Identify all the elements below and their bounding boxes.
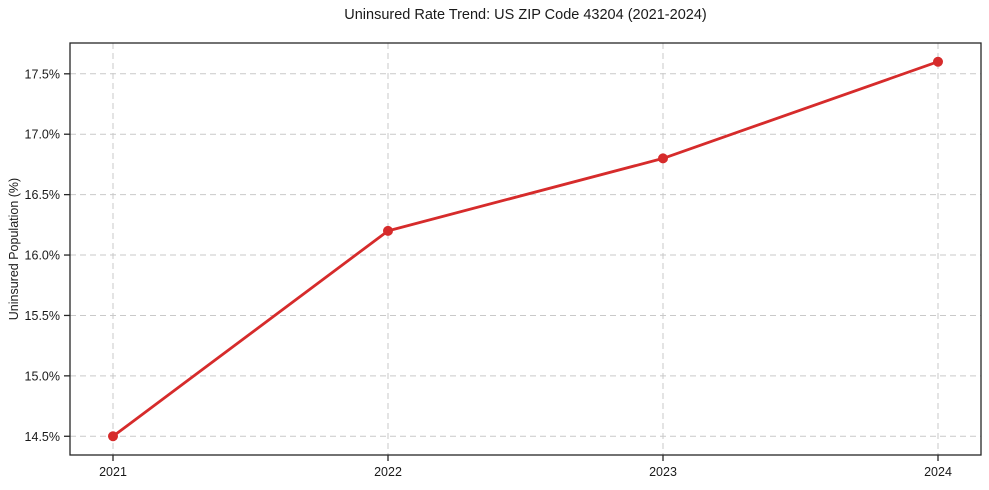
data-point — [108, 431, 118, 442]
data-point — [658, 153, 668, 164]
chart-title: Uninsured Rate Trend: US ZIP Code 43204 … — [344, 7, 707, 23]
data-point — [383, 225, 393, 236]
y-tick-label: 17.5% — [25, 67, 60, 81]
x-tick-label: 2024 — [924, 465, 952, 479]
y-tick-label: 16.5% — [25, 188, 60, 202]
x-tick-label: 2023 — [649, 465, 677, 479]
y-tick-label: 15.0% — [25, 369, 60, 383]
y-tick-label: 17.0% — [25, 128, 60, 142]
data-point — [933, 56, 943, 67]
axes-border — [69, 42, 982, 456]
trend-line — [111, 60, 940, 438]
y-tick-label: 15.5% — [25, 309, 60, 323]
x-tick-label: 2021 — [99, 465, 127, 479]
x-tick-label: 2022 — [374, 465, 402, 479]
y-tick-label: 14.5% — [25, 430, 60, 444]
y-tick-label: 16.0% — [25, 249, 60, 263]
